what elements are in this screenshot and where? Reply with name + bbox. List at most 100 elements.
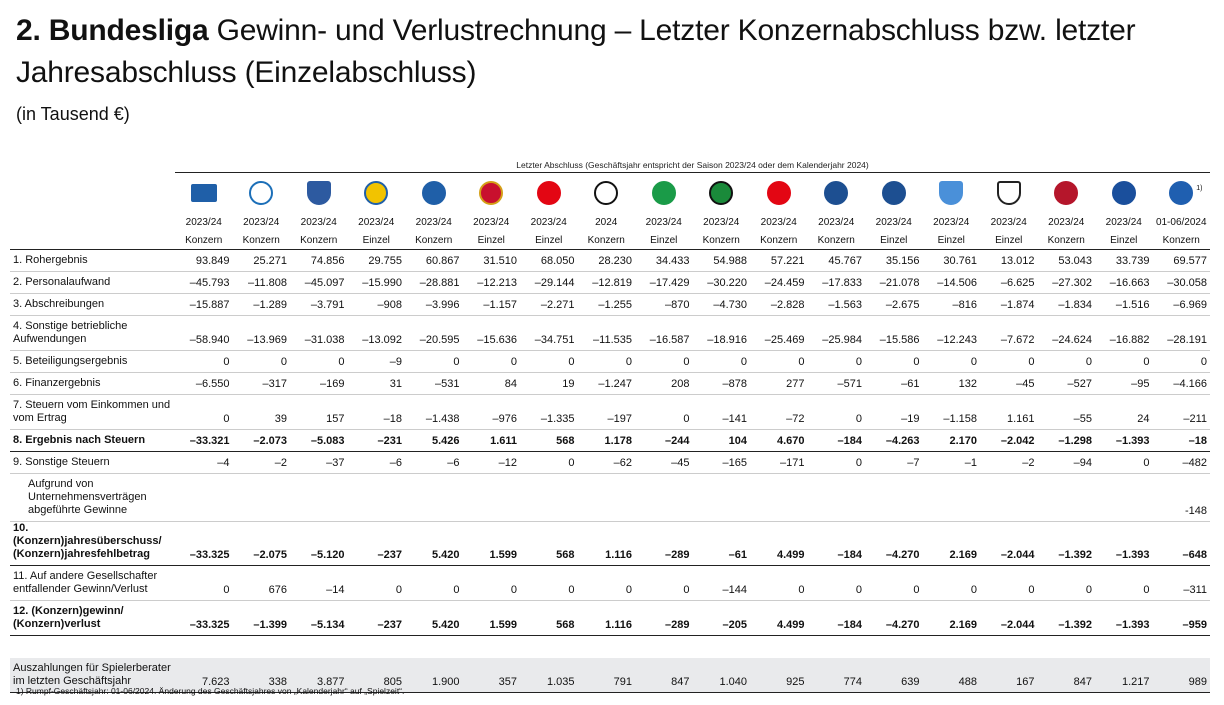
row-label: 11. Auf andere Gesellschafter entfallend… bbox=[10, 565, 175, 601]
value-cell: –29.144 bbox=[520, 271, 578, 294]
kiel-logo-icon bbox=[881, 181, 906, 205]
value-cell: 29.755 bbox=[347, 249, 405, 272]
value-cell: 19 bbox=[520, 372, 578, 395]
value-cell: –14 bbox=[290, 565, 348, 601]
fiscal-year: 2023/24 bbox=[818, 216, 855, 228]
value-cell: –482 bbox=[1152, 451, 1210, 474]
value-cell: –2.271 bbox=[520, 293, 578, 316]
fiscal-year: 2024 bbox=[595, 216, 618, 228]
value-cell: 4.670 bbox=[750, 429, 808, 452]
value-cell: –1.438 bbox=[405, 394, 463, 430]
fiscal-year: 2023/24 bbox=[1105, 216, 1142, 228]
value-cell: 4.499 bbox=[750, 600, 808, 636]
value-cell bbox=[865, 473, 923, 522]
statement-type: Einzel bbox=[635, 231, 693, 250]
value-cell: –2.044 bbox=[980, 600, 1038, 636]
club-logo-cell bbox=[922, 172, 980, 213]
value-cell: –25.984 bbox=[807, 315, 865, 351]
value-cell: –95 bbox=[1095, 372, 1153, 395]
value-cell: –20.595 bbox=[405, 315, 463, 351]
value-cell: 0 bbox=[232, 350, 290, 373]
value-cell bbox=[290, 473, 348, 522]
row-label: 7. Steuern vom Einkommen und vom Ertrag bbox=[10, 394, 175, 430]
value-cell: 39 bbox=[232, 394, 290, 430]
value-cell: –4.166 bbox=[1152, 372, 1210, 395]
value-cell: 30.761 bbox=[922, 249, 980, 272]
value-cell: 0 bbox=[635, 565, 693, 601]
value-cell: –976 bbox=[462, 394, 520, 430]
value-cell: 0 bbox=[1095, 565, 1153, 601]
value-cell: –237 bbox=[347, 521, 405, 566]
braunschweig-logo-icon bbox=[364, 181, 389, 205]
value-cell: –4.730 bbox=[692, 293, 750, 316]
value-cell: –2.828 bbox=[750, 293, 808, 316]
value-cell: –2.675 bbox=[865, 293, 923, 316]
bochum-logo-icon bbox=[306, 181, 331, 205]
value-cell: –28.881 bbox=[405, 271, 463, 294]
value-cell: 53.043 bbox=[1037, 249, 1095, 272]
value-cell: 3.877 bbox=[290, 658, 348, 693]
paderborn-logo-icon bbox=[1111, 181, 1136, 205]
value-cell: –4.270 bbox=[865, 521, 923, 566]
value-cell: –1.158 bbox=[922, 394, 980, 430]
club-logo-cell bbox=[462, 172, 520, 213]
value-cell: –816 bbox=[922, 293, 980, 316]
value-cell: –244 bbox=[635, 429, 693, 452]
hertha-logo-icon bbox=[190, 184, 217, 202]
value-cell: –959 bbox=[1152, 600, 1210, 636]
value-cell: 0 bbox=[462, 350, 520, 373]
row-label: 1. Rohergebnis bbox=[10, 249, 175, 272]
magdeburg-logo-icon bbox=[939, 181, 964, 205]
value-cell: 925 bbox=[750, 658, 808, 693]
club-logo-cell bbox=[520, 172, 578, 213]
value-cell: –184 bbox=[807, 429, 865, 452]
value-cell: 68.050 bbox=[520, 249, 578, 272]
darmstadt-logo-icon bbox=[421, 181, 446, 205]
club-logo-cell bbox=[1095, 172, 1153, 213]
page-title: 2. Bundesliga Gewinn- und Verlustrechnun… bbox=[16, 10, 1216, 94]
value-cell: 0 bbox=[1037, 350, 1095, 373]
value-cell: 5.426 bbox=[405, 429, 463, 452]
table-row: Auszahlungen für Spielerberater im letzt… bbox=[10, 658, 1210, 693]
value-cell: –878 bbox=[692, 372, 750, 395]
value-cell: –16.663 bbox=[1095, 271, 1153, 294]
value-cell: –1.247 bbox=[577, 372, 635, 395]
value-cell: 1.599 bbox=[462, 600, 520, 636]
type-row: Konzern Konzern Konzern Einzel Konzern Einzel… bbox=[10, 231, 1210, 250]
value-cell: 277 bbox=[750, 372, 808, 395]
value-cell: 69.577 bbox=[1152, 249, 1210, 272]
value-cell: 676 bbox=[232, 565, 290, 601]
value-cell: 2.170 bbox=[922, 429, 980, 452]
value-cell: 0 bbox=[290, 350, 348, 373]
fiscal-year: 2023/24 bbox=[300, 216, 337, 228]
value-cell: 28.230 bbox=[577, 249, 635, 272]
value-cell: –94 bbox=[1037, 451, 1095, 474]
fiscal-year: 2023/24 bbox=[243, 216, 280, 228]
value-cell: 488 bbox=[922, 658, 980, 693]
schalke-logo-icon bbox=[1169, 181, 1194, 205]
value-cell: –5.083 bbox=[290, 429, 348, 452]
statement-type: Einzel bbox=[520, 231, 578, 250]
value-cell: 805 bbox=[347, 658, 405, 693]
value-cell: –17.429 bbox=[635, 271, 693, 294]
table-row: Aufgrund von Unternehmensverträgen abgef… bbox=[10, 473, 1210, 522]
value-cell: 60.867 bbox=[405, 249, 463, 272]
value-cell bbox=[520, 473, 578, 522]
value-cell: –6.625 bbox=[980, 271, 1038, 294]
value-cell: 0 bbox=[405, 565, 463, 601]
value-cell: –24.624 bbox=[1037, 315, 1095, 351]
value-cell: 1.178 bbox=[577, 429, 635, 452]
value-cell: 0 bbox=[577, 565, 635, 601]
value-cell: 25.271 bbox=[232, 249, 290, 272]
value-cell: 0 bbox=[635, 394, 693, 430]
kaiserslautern-logo-icon bbox=[766, 181, 791, 205]
value-cell: –27.302 bbox=[1037, 271, 1095, 294]
value-cell: –197 bbox=[577, 394, 635, 430]
value-cell: –28.191 bbox=[1152, 315, 1210, 351]
value-cell: 1.900 bbox=[405, 658, 463, 693]
value-cell: 0 bbox=[1152, 350, 1210, 373]
value-cell: –2.075 bbox=[232, 521, 290, 566]
value-cell: 0 bbox=[807, 565, 865, 601]
table-row: 5. Beteiligungsergebnis 0 0 0 –9 0 0 0 0 0 0 0 0 0 0 0 0… bbox=[10, 350, 1210, 373]
value-cell: 93.849 bbox=[175, 249, 233, 272]
